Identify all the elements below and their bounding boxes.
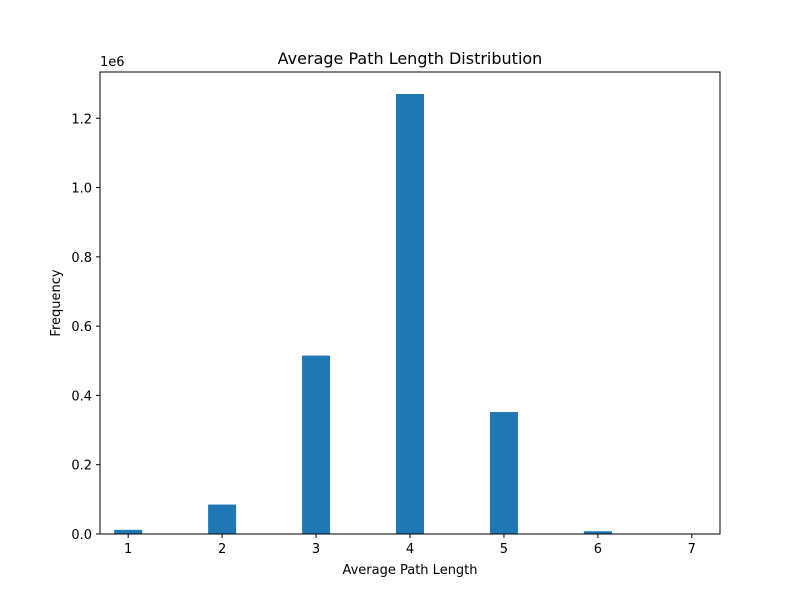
bars-layer — [114, 94, 612, 534]
y-tick-label: 1.0 — [71, 182, 92, 197]
bar-2 — [208, 504, 237, 534]
x-tick-label: 3 — [312, 542, 320, 557]
chart-title: Average Path Length Distribution — [278, 49, 543, 68]
y-tick-label: 1.2 — [71, 112, 92, 127]
bar-6 — [583, 531, 612, 534]
x-tick-label: 5 — [500, 542, 508, 557]
y-tick-label: 0.8 — [71, 251, 92, 266]
y-tick-label: 0.2 — [71, 459, 92, 474]
y-offset-label: 1e6 — [100, 55, 125, 70]
x-axis-title: Average Path Length — [342, 563, 477, 578]
y-axis-title: Frequency — [49, 269, 64, 336]
bar-3 — [302, 355, 331, 534]
y-tick-label: 0.0 — [71, 528, 92, 543]
bar-4 — [396, 94, 424, 534]
x-tick-label: 4 — [406, 542, 414, 557]
y-tick-label: 0.4 — [71, 389, 92, 404]
ticks-layer: 1 2 3 4 5 6 7 0.0 0.2 0.4 0.6 0.8 1.0 1.2 — [71, 112, 696, 557]
y-tick-label: 0.6 — [71, 320, 92, 335]
x-tick-label: 6 — [594, 542, 602, 557]
plot-frame — [99, 71, 721, 535]
x-tick-label: 2 — [218, 542, 226, 557]
x-tick-label: 1 — [124, 542, 132, 557]
bar-5 — [489, 412, 518, 534]
bar-1 — [114, 529, 143, 534]
x-tick-label: 7 — [688, 542, 696, 557]
